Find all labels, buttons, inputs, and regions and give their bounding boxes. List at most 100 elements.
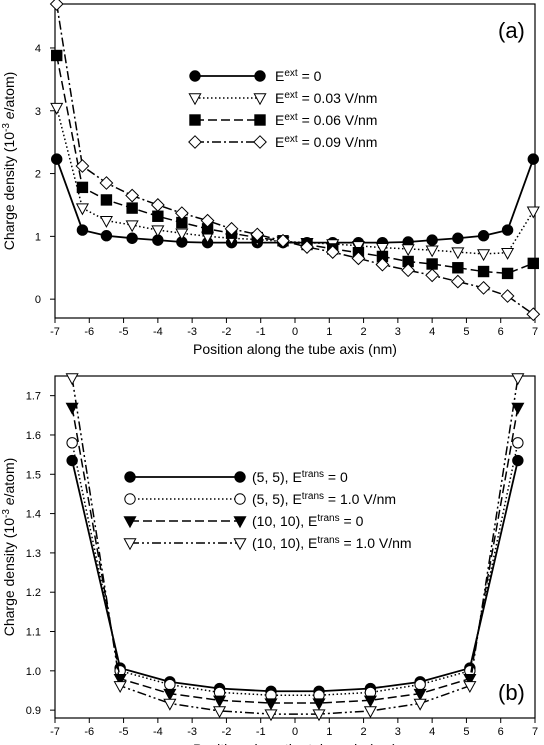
legend-marker (233, 538, 247, 551)
data-point (414, 678, 426, 691)
data-point (175, 228, 189, 241)
legend-entry: Eext = 0.03 V/nm (188, 90, 377, 106)
data-point (476, 280, 491, 295)
chart-panel-b: -7 -6 -5 -4 -3 -2 -1 0 1 2 3 4 5 6 7 0.9 1.0 1.1 1.2 1.3 1.4… (1, 373, 538, 745)
x-tick-label: -4 (153, 726, 163, 738)
legend-label: Eext = 0.09 V/nm (275, 134, 377, 151)
data-point (501, 224, 514, 236)
data-point (527, 153, 539, 165)
x-axis-label: Position along the tube axis (nm) (193, 741, 397, 745)
series-4 (65, 373, 525, 722)
data-point (312, 698, 326, 711)
legend-marker (254, 70, 266, 82)
legend-label: (10, 10), Etrans = 1.0 V/nm (252, 535, 412, 552)
x-tick-label: -6 (84, 726, 94, 738)
data-point (250, 227, 265, 242)
series-line (55, 158, 535, 244)
legend-marker (234, 471, 246, 483)
y-axis-label: Charge density (10-3 e/atom) (1, 72, 18, 251)
x-tick-label: -6 (84, 326, 94, 338)
y-tick-label: 1.3 (26, 548, 41, 560)
data-point (526, 307, 541, 322)
legend-marker (254, 114, 266, 126)
data-point (450, 274, 465, 289)
data-point (200, 213, 215, 228)
data-point (477, 249, 491, 262)
x-tick-label: 6 (498, 726, 504, 738)
data-point (66, 437, 78, 449)
legend-marker (124, 471, 136, 483)
data-point (163, 688, 177, 701)
y-tick-label: 1.6 (26, 430, 41, 442)
x-tick-label: -3 (187, 326, 197, 338)
x-tick-label: 5 (463, 726, 469, 738)
x-tick-label: 3 (395, 326, 401, 338)
data-point (300, 240, 314, 254)
data-point (501, 247, 515, 260)
legend-entry: (10, 10), Etrans = 0 (123, 513, 364, 529)
data-point (264, 709, 278, 722)
data-point (401, 263, 416, 278)
data-point (65, 373, 79, 386)
x-tick-label: 6 (498, 326, 504, 338)
y-tick-label: 4 (35, 43, 41, 55)
data-point (100, 230, 113, 242)
x-tick-label: -1 (256, 326, 266, 338)
x-tick-label: -2 (222, 726, 232, 738)
data-point (75, 203, 89, 216)
legend-marker (123, 516, 137, 529)
data-point (363, 695, 377, 708)
legend-label: Eext = 0.06 V/nm (275, 112, 377, 129)
x-tick-label: -1 (256, 726, 266, 738)
y-axis-label: Charge density (10-3 e/atom) (1, 458, 18, 637)
data-point (264, 698, 278, 711)
data-point (174, 206, 189, 221)
data-point (150, 198, 165, 212)
x-tick-label: 5 (463, 326, 469, 338)
data-point (75, 159, 90, 173)
x-tick-label: 4 (429, 326, 435, 338)
data-point (413, 688, 427, 701)
y-tick-label: 1.7 (26, 391, 41, 403)
chart-panel-a: -7 -6 -5 -4 -3 -2 -1 0 1 2 3 4 5 6 7 0 1 2 3 4 Position alon… (1, 0, 541, 357)
data-point (452, 232, 464, 244)
data-point (163, 698, 177, 711)
data-point (511, 402, 525, 415)
data-point (425, 245, 439, 258)
data-point (65, 402, 79, 415)
data-point (351, 251, 366, 266)
data-point (213, 695, 227, 708)
y-tick-label: 1.0 (26, 666, 41, 678)
data-point (51, 153, 63, 165)
data-point (51, 49, 63, 62)
legend-marker (253, 93, 267, 106)
legend-marker (234, 493, 246, 505)
panel-label: (a) (498, 18, 525, 43)
legend-marker (188, 135, 202, 149)
data-point (526, 206, 540, 219)
data-point (152, 210, 164, 222)
x-tick-label: -3 (187, 726, 197, 738)
y-tick-label: 0.9 (26, 705, 41, 717)
data-point (477, 230, 490, 242)
data-point (100, 194, 113, 206)
x-tick-label: -2 (222, 326, 232, 338)
x-tick-label: -7 (50, 326, 60, 338)
data-point (325, 245, 340, 259)
data-point (125, 188, 140, 203)
series-line (71, 377, 519, 715)
data-point (512, 454, 524, 467)
data-point (126, 232, 138, 244)
legend-entry: (10, 10), Etrans = 1.0 V/nm (123, 535, 412, 552)
data-point (512, 437, 524, 449)
x-tick-label: 2 (361, 726, 367, 738)
legend-marker (188, 93, 202, 106)
data-point (452, 262, 464, 274)
data-point (151, 225, 165, 238)
x-tick-label: -5 (119, 326, 129, 338)
x-tick-label: 1 (326, 726, 332, 738)
y-tick-label: 1.4 (26, 509, 41, 521)
panel-label: (b) (498, 680, 525, 705)
legend-entry: Eext = 0 (189, 68, 322, 84)
